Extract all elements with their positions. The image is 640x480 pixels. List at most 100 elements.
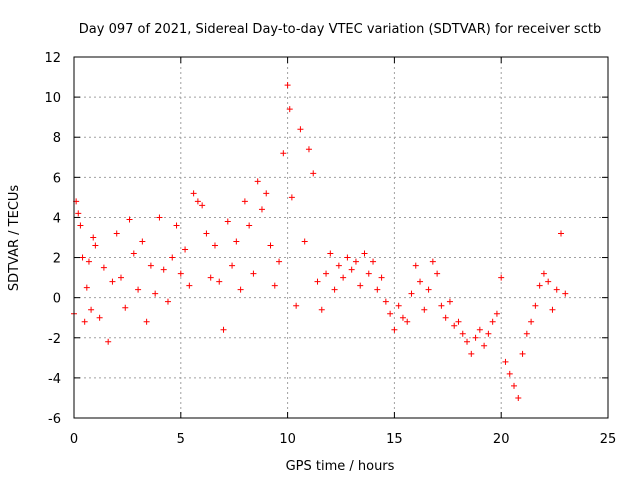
data-point	[88, 306, 95, 313]
data-point	[421, 306, 428, 313]
data-point	[455, 318, 462, 325]
data-point	[438, 302, 445, 309]
data-point	[417, 278, 424, 285]
data-point	[387, 310, 394, 317]
data-point	[489, 318, 496, 325]
data-point	[446, 298, 453, 305]
data-point	[143, 318, 150, 325]
data-point	[85, 258, 92, 265]
chart-title: Day 097 of 2021, Sidereal Day-to-day VTE…	[79, 22, 601, 37]
data-point	[451, 322, 458, 329]
data-point	[147, 262, 154, 269]
data-point	[540, 270, 547, 277]
plot-frame	[73, 56, 609, 419]
data-point	[77, 222, 84, 229]
data-point	[229, 262, 236, 269]
x-tick-labels: 0 5 10 15 20 25	[70, 432, 616, 447]
data-point	[391, 326, 398, 333]
data-point	[468, 350, 475, 357]
data-point	[267, 242, 274, 249]
data-point	[459, 330, 466, 337]
data-point	[75, 210, 82, 217]
x-tick-label: 5	[177, 432, 185, 447]
data-point	[331, 286, 338, 293]
data-point	[113, 230, 120, 237]
data-point	[182, 246, 189, 253]
data-point	[481, 342, 488, 349]
data-point	[327, 250, 334, 257]
y-tick-label: -2	[48, 332, 61, 347]
data-point	[408, 290, 415, 297]
data-point	[263, 190, 270, 197]
data-point	[361, 250, 368, 257]
data-point	[194, 198, 201, 205]
data-point	[122, 304, 129, 311]
data-point	[173, 222, 180, 229]
data-point	[258, 206, 265, 213]
data-point	[286, 106, 293, 113]
data-point	[357, 282, 364, 289]
data-point	[254, 178, 261, 185]
data-point	[216, 278, 223, 285]
data-point	[250, 270, 257, 277]
data-point	[485, 330, 492, 337]
data-point	[348, 266, 355, 273]
data-point	[305, 146, 312, 153]
data-point	[301, 238, 308, 245]
data-point	[164, 298, 171, 305]
data-point	[220, 326, 227, 333]
data-point	[130, 250, 137, 257]
data-point	[502, 358, 509, 365]
data-point	[203, 230, 210, 237]
data-point	[528, 318, 535, 325]
y-tick-label: 2	[53, 252, 61, 267]
data-point	[314, 278, 321, 285]
y-tick-label: -4	[48, 372, 61, 387]
data-point	[476, 326, 483, 333]
data-point	[276, 258, 283, 265]
data-point	[211, 242, 218, 249]
x-tick-label: 15	[386, 432, 403, 447]
y-tick-label: 8	[53, 131, 61, 146]
grid-lines	[74, 57, 608, 418]
data-point	[352, 258, 359, 265]
data-point	[109, 278, 116, 285]
data-point	[90, 234, 97, 241]
data-point	[395, 302, 402, 309]
data-point	[224, 218, 231, 225]
data-point	[160, 266, 167, 273]
data-point	[434, 270, 441, 277]
y-tick-label: 0	[53, 292, 61, 307]
data-point	[399, 314, 406, 321]
data-points	[71, 82, 569, 401]
data-point	[117, 274, 124, 281]
x-tick-label: 25	[600, 432, 617, 447]
data-point	[370, 258, 377, 265]
data-point	[464, 338, 471, 345]
y-tick-label: 12	[44, 51, 61, 66]
data-point	[105, 338, 112, 345]
y-tick-label: -6	[48, 412, 61, 427]
x-axis-label: GPS time / hours	[286, 459, 395, 474]
data-point	[207, 274, 214, 281]
data-point	[81, 318, 88, 325]
data-point	[498, 274, 505, 281]
data-point	[297, 126, 304, 133]
data-point	[335, 262, 342, 269]
y-tick-label: 6	[53, 171, 61, 186]
y-tick-labels: -6 -4 -2 0 2 4 6 8 10 12	[44, 51, 61, 427]
data-point	[237, 286, 244, 293]
data-point	[79, 254, 86, 261]
data-point	[511, 382, 518, 389]
data-point	[233, 238, 240, 245]
x-tick-label: 0	[70, 432, 78, 447]
y-tick-label: 10	[44, 91, 61, 106]
data-point	[284, 82, 291, 89]
data-point	[442, 314, 449, 321]
data-point	[515, 394, 522, 401]
axis-ticks	[73, 56, 609, 419]
data-point	[280, 150, 287, 157]
data-point	[135, 286, 142, 293]
data-point	[190, 190, 197, 197]
